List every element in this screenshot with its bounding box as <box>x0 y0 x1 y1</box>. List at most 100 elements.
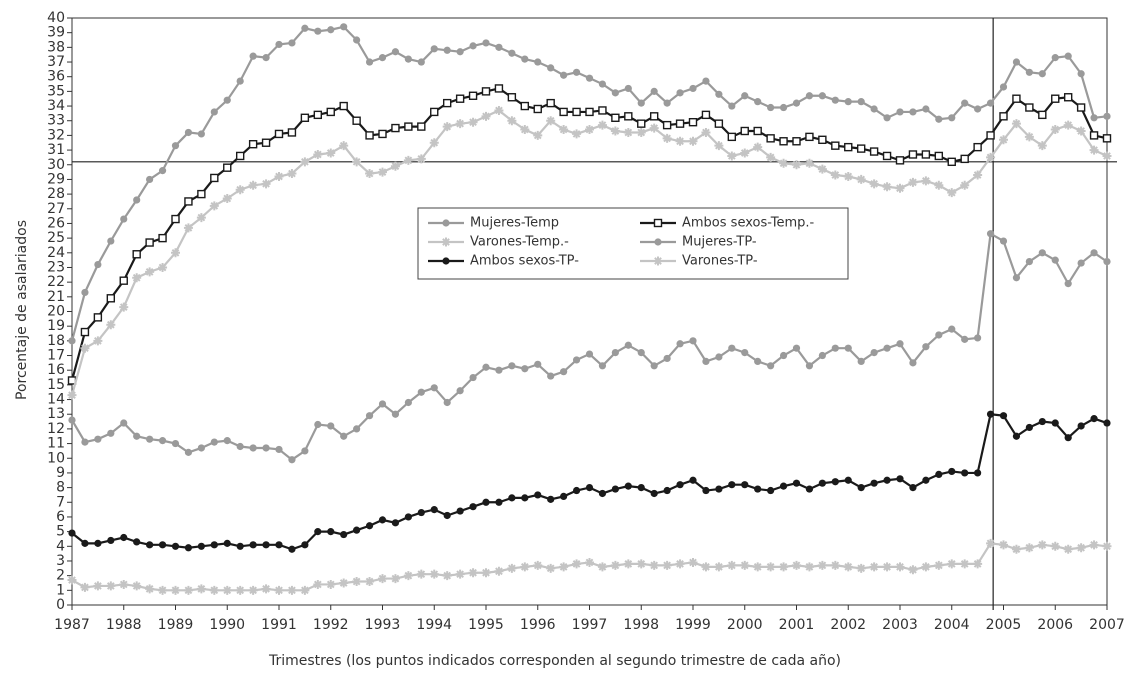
marker <box>999 237 1008 245</box>
marker <box>869 147 879 156</box>
marker <box>430 506 438 514</box>
marker <box>883 476 891 484</box>
x-tick-label: 1987 <box>54 617 90 633</box>
marker <box>235 585 245 595</box>
marker <box>883 114 891 122</box>
marker <box>637 484 645 492</box>
marker <box>844 476 852 484</box>
marker <box>534 360 542 368</box>
marker <box>300 113 310 122</box>
marker <box>624 112 633 121</box>
marker <box>520 125 530 135</box>
marker <box>805 485 814 493</box>
marker <box>442 122 452 132</box>
marker <box>120 533 128 542</box>
legend-box <box>417 207 849 280</box>
marker <box>275 40 283 49</box>
marker <box>417 388 425 396</box>
x-tick-label: 1988 <box>106 617 142 633</box>
marker <box>313 110 323 120</box>
marker <box>650 362 658 370</box>
x-tick-label: 2000 <box>727 617 763 633</box>
marker <box>132 581 142 591</box>
marker <box>857 484 865 492</box>
marker <box>973 170 983 180</box>
y-tick-label: 29 <box>47 171 65 187</box>
marker <box>533 104 542 114</box>
marker <box>948 467 956 476</box>
marker <box>81 438 89 446</box>
plot-frame <box>71 17 1108 606</box>
marker <box>1051 419 1059 427</box>
x-tick-label: 2005 <box>986 617 1022 633</box>
marker <box>572 486 581 495</box>
marker <box>559 107 568 117</box>
marker <box>610 126 620 136</box>
marker <box>507 93 517 102</box>
marker <box>856 563 866 573</box>
marker <box>869 179 879 189</box>
marker <box>119 276 128 285</box>
legend-marker <box>442 257 450 265</box>
marker <box>688 136 698 146</box>
marker <box>300 157 310 167</box>
marker <box>482 363 490 371</box>
marker <box>662 560 672 570</box>
marker <box>974 334 982 342</box>
marker <box>197 130 205 138</box>
marker <box>288 39 296 47</box>
marker <box>1076 126 1086 136</box>
marker <box>261 179 271 189</box>
marker <box>197 542 205 550</box>
marker <box>585 125 594 135</box>
marker <box>287 585 297 595</box>
marker <box>352 157 362 167</box>
legend-marker <box>653 218 663 228</box>
marker <box>779 351 788 360</box>
marker <box>133 538 141 546</box>
marker <box>572 356 581 364</box>
marker <box>999 135 1008 145</box>
marker <box>960 154 969 164</box>
marker <box>184 128 193 137</box>
marker <box>935 331 943 339</box>
marker <box>133 432 141 440</box>
marker <box>817 560 827 570</box>
y-tick-label: 6 <box>56 509 65 525</box>
marker <box>404 398 412 407</box>
marker <box>171 542 180 550</box>
marker <box>1038 417 1046 426</box>
marker <box>947 188 957 198</box>
marker <box>663 486 671 495</box>
marker <box>132 273 142 283</box>
marker <box>222 194 232 204</box>
marker <box>196 584 206 594</box>
marker <box>753 562 763 572</box>
marker <box>831 478 839 486</box>
x-tick-label: 1995 <box>468 617 504 633</box>
marker <box>637 119 646 128</box>
marker <box>986 410 995 418</box>
marker <box>236 542 244 550</box>
marker <box>94 539 102 547</box>
marker <box>1064 52 1072 60</box>
marker <box>882 182 892 192</box>
marker <box>559 125 569 135</box>
marker <box>507 563 517 573</box>
marker <box>378 400 387 408</box>
marker <box>365 169 375 179</box>
marker <box>249 541 257 549</box>
marker <box>934 180 944 190</box>
marker <box>378 54 387 62</box>
marker <box>145 238 154 247</box>
marker <box>314 528 322 536</box>
marker <box>740 148 750 158</box>
marker <box>922 343 930 351</box>
marker <box>779 562 789 572</box>
marker <box>611 113 620 122</box>
marker <box>869 562 879 572</box>
marker <box>1037 141 1047 151</box>
marker <box>1051 54 1059 62</box>
marker <box>1090 415 1098 423</box>
x-tick-label: 2002 <box>830 617 866 633</box>
